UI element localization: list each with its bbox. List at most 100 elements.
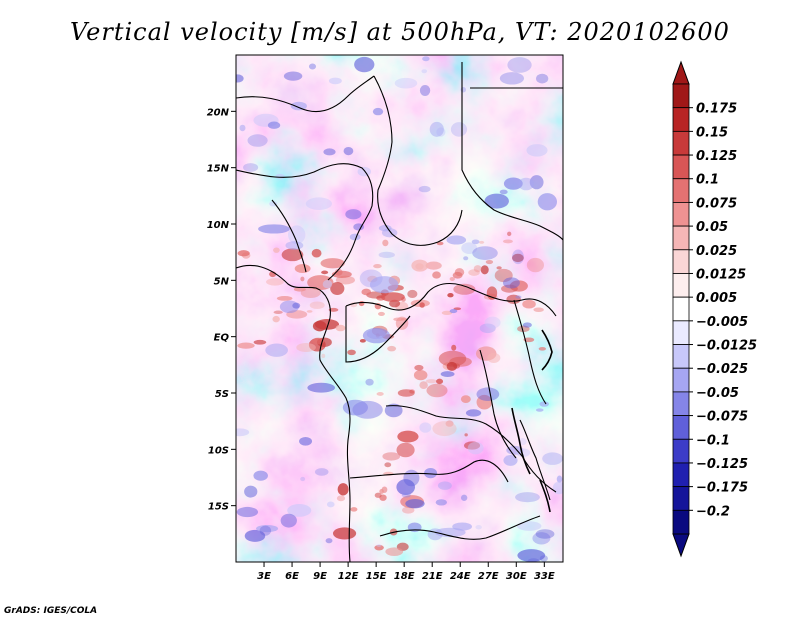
colorbar-label: −0.025	[696, 362, 748, 377]
velocity-cell	[281, 248, 304, 262]
velocity-cell	[273, 310, 283, 315]
velocity-cell	[243, 163, 259, 172]
velocity-cell	[512, 253, 524, 263]
colorbar-label: −0.05	[696, 386, 739, 401]
x-tick-label: 12E	[338, 571, 359, 582]
velocity-cell	[253, 339, 267, 345]
velocity-cell	[382, 239, 389, 247]
velocity-cell	[296, 342, 316, 352]
x-tick-label: 30E	[506, 571, 527, 582]
velocity-cell	[484, 193, 509, 209]
velocity-cell	[413, 370, 428, 381]
velocity-cell	[287, 504, 312, 517]
velocity-cell	[405, 499, 425, 509]
velocity-cell	[536, 73, 549, 84]
velocity-cell	[354, 56, 375, 73]
velocity-cell	[393, 317, 405, 322]
velocity-cell	[378, 311, 385, 316]
velocity-cell	[538, 346, 546, 351]
chart-title: Vertical velocity [m/s] at 500hPa, VT: 2…	[70, 18, 730, 46]
y-tick-label: 5S	[215, 389, 229, 400]
y-tick-label: 15N	[207, 164, 230, 175]
velocity-cell	[487, 352, 501, 363]
velocity-cell	[479, 240, 485, 244]
velocity-cell	[269, 201, 278, 207]
velocity-cell	[502, 239, 513, 244]
velocity-cell	[311, 248, 322, 258]
colorbar-label: −0.005	[696, 315, 748, 330]
velocity-cell	[484, 316, 501, 329]
colorbar-over-arrow	[672, 60, 690, 85]
velocity-cell	[425, 379, 438, 384]
colorbar-swatch	[672, 296, 690, 322]
colorbar-swatch	[672, 438, 690, 464]
velocity-cell	[537, 193, 558, 211]
x-tick-label: 9E	[313, 571, 327, 582]
velocity-cell	[236, 428, 250, 437]
velocity-cell	[421, 69, 428, 74]
colorbar-label: 0.05	[696, 220, 728, 235]
y-tick-label: 5N	[214, 276, 230, 287]
colorbar-label: −0.1	[696, 433, 730, 448]
velocity-cell	[499, 189, 508, 195]
velocity-cell	[396, 442, 415, 458]
velocity-cell	[522, 322, 532, 328]
colorbar-swatch	[672, 509, 690, 535]
velocity-cell	[365, 378, 374, 386]
velocity-cell	[332, 527, 357, 540]
velocity-cell	[314, 319, 340, 330]
velocity-cell	[285, 241, 304, 250]
velocity-cell	[460, 87, 467, 93]
velocity-cell	[512, 249, 524, 265]
velocity-cell	[237, 250, 250, 257]
velocity-cell	[305, 197, 332, 210]
velocity-cell	[384, 403, 403, 418]
velocity-cell	[507, 231, 512, 237]
y-axis: 20N 15N 10N 5N EQ 5S 10S 15S	[207, 107, 236, 513]
velocity-cell	[382, 452, 401, 461]
x-tick-label: 24E	[450, 571, 471, 582]
velocity-cell	[467, 441, 484, 455]
velocity-cell	[503, 277, 520, 289]
colorbar-swatch	[672, 107, 690, 132]
y-tick-label: EQ	[214, 333, 230, 344]
velocity-cell	[397, 389, 415, 397]
colorbar-swatch	[672, 249, 690, 274]
velocity-cell	[419, 302, 425, 308]
velocity-cell	[307, 382, 336, 393]
velocity-cell	[325, 538, 333, 544]
colorbar-label: 0.005	[696, 291, 737, 306]
velocity-cell	[343, 146, 354, 156]
colorbar-swatch	[672, 415, 690, 440]
velocity-cell	[236, 506, 259, 518]
velocity-cell	[499, 72, 525, 85]
colorbar-label: −0.175	[696, 481, 748, 496]
colorbar-label: 0.175	[696, 102, 737, 117]
colorbar-label: 0.125	[696, 149, 737, 164]
velocity-cell	[501, 284, 518, 293]
velocity-cell	[280, 513, 297, 528]
velocity-cell	[473, 265, 482, 273]
velocity-cell	[299, 437, 313, 446]
velocity-cell	[321, 353, 326, 359]
velocity-cell	[259, 525, 272, 536]
velocity-cell	[440, 371, 455, 377]
velocity-cell	[447, 292, 454, 298]
velocity-cell	[402, 506, 415, 514]
velocity-cell	[323, 148, 336, 156]
x-tick-label: 33E	[534, 571, 555, 582]
velocity-cell	[429, 121, 444, 137]
colorbar-swatch	[672, 273, 690, 298]
velocity-cell	[425, 261, 442, 270]
colorbar-label: 0.025	[696, 244, 737, 259]
velocity-cell	[361, 288, 372, 296]
velocity-cell	[407, 522, 422, 533]
velocity-cell	[471, 239, 480, 245]
velocity-cell	[308, 63, 317, 70]
colorbar-label: −0.075	[696, 410, 748, 425]
velocity-cell	[258, 224, 290, 234]
map-frame	[235, 54, 564, 563]
velocity-cell	[306, 310, 313, 313]
velocity-cell	[419, 422, 432, 433]
velocity-cell	[326, 501, 335, 508]
